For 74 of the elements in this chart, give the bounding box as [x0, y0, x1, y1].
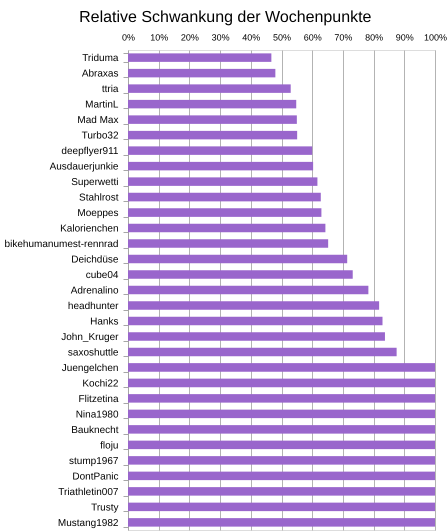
bar	[128, 162, 314, 170]
bar	[128, 378, 435, 388]
bar	[128, 146, 312, 155]
bar	[128, 410, 435, 418]
bar	[128, 456, 435, 465]
bar	[128, 286, 368, 294]
y-tick-label: Nina1980	[76, 409, 119, 420]
y-tick-label: DontPanic	[72, 471, 118, 482]
y-tick-label: Deichdüse	[71, 254, 119, 266]
bar	[128, 518, 435, 527]
x-tick-label: 90%	[396, 32, 414, 42]
bar	[128, 100, 296, 108]
bar	[128, 316, 383, 326]
y-tick-label: Kochi22	[82, 378, 119, 390]
y-tick-label: Flitzetina	[78, 394, 119, 405]
bar	[128, 487, 435, 496]
y-tick-label: headhunter	[68, 300, 120, 312]
y-tick-label: Superwetti	[71, 177, 118, 188]
bar	[128, 177, 318, 186]
bar	[128, 440, 435, 450]
x-tick-label: 20%	[180, 32, 199, 42]
x-tick-label: 0%	[122, 32, 136, 42]
bar	[128, 68, 276, 78]
y-tick-label: ttria	[102, 84, 119, 96]
bar	[128, 115, 297, 124]
y-tick-label: Moeppes	[77, 208, 118, 220]
bar	[128, 394, 435, 403]
y-tick-label: Mad Max	[77, 115, 118, 126]
chart-title: Relative Schwankung der Wochenpunkte	[79, 9, 372, 26]
y-tick-label: Kalorienchen	[60, 224, 118, 235]
y-tick-label: deepflyer911	[61, 146, 119, 158]
y-tick-label: bikehumanumest-rennrad	[4, 239, 118, 250]
bar	[128, 301, 380, 310]
y-tick-label: Mustang1982	[58, 518, 119, 529]
bar	[128, 224, 326, 232]
bar	[128, 53, 272, 62]
y-tick-label: Stahlrost	[79, 192, 119, 204]
y-tick-label: Juengelchen	[62, 362, 118, 374]
y-tick-label: Triathletin007	[58, 486, 119, 498]
x-tick-label: 80%	[365, 32, 384, 42]
x-tick-label: 60%	[304, 32, 322, 42]
bar	[128, 502, 435, 512]
y-tick-label: Bauknecht	[71, 424, 119, 436]
bar	[128, 332, 385, 341]
y-tick-label: Turbo32	[82, 130, 119, 142]
x-tick-label: 50%	[272, 32, 292, 42]
bar	[128, 208, 322, 217]
x-tick-label: 40%	[242, 32, 260, 42]
bar	[128, 425, 435, 434]
bar	[128, 239, 328, 248]
y-tick-label: stump1967	[69, 456, 119, 467]
y-tick-label: Abraxas	[82, 68, 118, 80]
x-tick-label: 70%	[334, 32, 352, 42]
bar	[128, 348, 397, 356]
y-tick-label: Adrenalino	[70, 286, 119, 296]
bar	[128, 254, 348, 264]
bar	[128, 363, 435, 372]
y-tick-label: Ausdauerjunkie	[50, 162, 119, 173]
y-tick-label: John_Kruger	[61, 332, 120, 343]
y-tick-label: saxoshuttle	[68, 347, 119, 358]
y-tick-label: Trusty	[91, 502, 118, 514]
y-tick-label: MartinL	[85, 100, 119, 111]
bar	[128, 130, 298, 140]
y-tick-label: Hanks	[90, 316, 118, 328]
x-tick-label: 30%	[212, 32, 230, 42]
y-tick-label: Triduma	[82, 53, 119, 64]
bar	[128, 472, 435, 480]
bar	[128, 192, 321, 202]
bar	[128, 270, 353, 279]
x-tick-label: 100%	[424, 32, 448, 42]
x-tick-label: 10%	[150, 32, 168, 42]
bar	[128, 84, 291, 93]
y-tick-label: cube04	[86, 270, 119, 282]
y-tick-label: floju	[100, 440, 118, 452]
